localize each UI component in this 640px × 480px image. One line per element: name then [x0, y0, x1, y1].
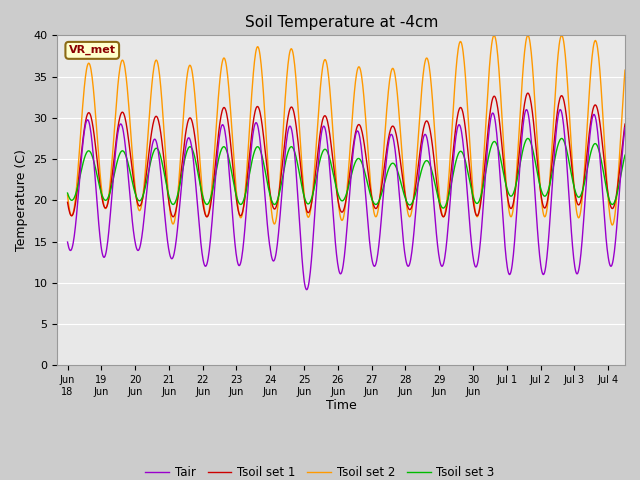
Tsoil set 2 — [621, 67, 629, 73]
Tsoil set 3 — [447, 183, 455, 189]
Tsoil set 3 — [621, 152, 629, 158]
Tsoil set 2 — [447, 152, 454, 158]
Tsoil set 1 — [120, 113, 128, 119]
Text: VR_met: VR_met — [68, 45, 116, 56]
Y-axis label: Temperature (C): Temperature (C) — [15, 149, 28, 251]
Tair — [289, 135, 297, 141]
Line: Tsoil set 2: Tsoil set 2 — [68, 36, 625, 225]
Tsoil set 2 — [609, 222, 616, 228]
Tsoil set 3 — [499, 167, 507, 173]
Tsoil set 1 — [499, 152, 507, 157]
Tair — [303, 287, 311, 292]
Tsoil set 3 — [309, 190, 317, 196]
Tair — [447, 189, 455, 194]
Tsoil set 1 — [169, 214, 177, 220]
Tsoil set 3 — [120, 150, 128, 156]
Tsoil set 3 — [509, 192, 516, 197]
Tair — [64, 239, 72, 245]
Legend: Tair, Tsoil set 1, Tsoil set 2, Tsoil set 3: Tair, Tsoil set 1, Tsoil set 2, Tsoil se… — [141, 461, 499, 480]
Title: Soil Temperature at -4cm: Soil Temperature at -4cm — [244, 15, 438, 30]
Tsoil set 1 — [524, 90, 532, 96]
Tsoil set 1 — [509, 202, 516, 208]
Tsoil set 3 — [64, 190, 72, 196]
X-axis label: Time: Time — [326, 399, 356, 412]
Tair — [556, 107, 564, 112]
Tair — [509, 257, 516, 263]
Tsoil set 3 — [439, 205, 447, 211]
Tsoil set 2 — [120, 62, 128, 68]
Tsoil set 2 — [309, 185, 317, 191]
Tair — [310, 228, 317, 234]
Tsoil set 2 — [499, 118, 506, 124]
Tair — [120, 136, 128, 142]
Line: Tsoil set 1: Tsoil set 1 — [68, 93, 625, 217]
Tsoil set 1 — [64, 199, 72, 205]
Tsoil set 1 — [447, 171, 455, 177]
Tsoil set 2 — [524, 33, 532, 38]
Tsoil set 1 — [310, 186, 317, 192]
Tair — [621, 125, 629, 131]
Tsoil set 1 — [290, 108, 298, 114]
Line: Tair: Tair — [68, 109, 625, 289]
Tsoil set 1 — [621, 121, 629, 127]
Tsoil set 2 — [289, 50, 297, 56]
Tsoil set 2 — [508, 211, 516, 217]
Tsoil set 2 — [64, 192, 72, 198]
Tair — [499, 214, 507, 220]
Line: Tsoil set 3: Tsoil set 3 — [68, 138, 625, 208]
Tsoil set 3 — [524, 135, 532, 141]
Tsoil set 3 — [289, 145, 297, 151]
